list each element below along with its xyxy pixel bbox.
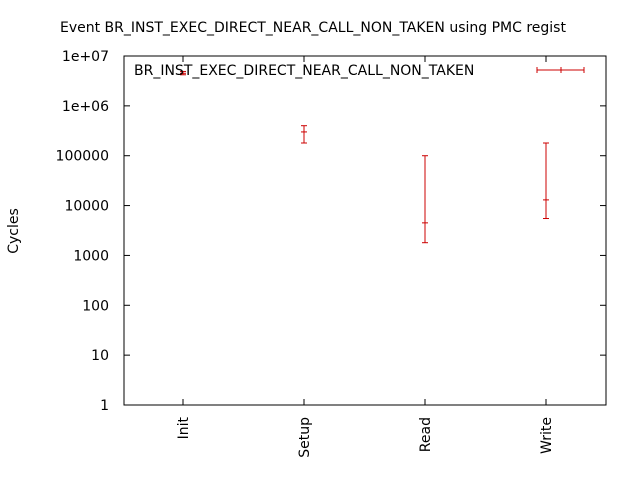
y-tick-label: 1e+07 [62,49,109,65]
y-tick-label: 10000 [64,199,109,215]
y-tick-label: 100000 [56,149,109,165]
y-tick-label: 100 [82,298,109,314]
x-axis: Init Setup Read Write [176,56,555,458]
y-axis-label: Cycles [6,208,22,254]
x-tick-label: Init [176,416,192,439]
legend-sample [536,67,585,73]
y-tick-label: 1000 [73,248,109,264]
x-tick-label: Write [539,417,555,454]
y-tick-label: 10 [91,348,109,364]
error-bar [301,125,307,144]
x-tick-label: Read [418,417,434,452]
series-layer [180,70,549,244]
y-tick-label: 1 [100,398,109,414]
y-axis: 1 10 100 1000 10000 100000 1e+06 1e+07 [56,49,606,414]
x-tick-label: Setup [297,417,313,458]
chart-title: Event BR_INST_EXEC_DIRECT_NEAR_CALL_NON_… [60,20,566,36]
legend-label: BR_INST_EXEC_DIRECT_NEAR_CALL_NON_TAKEN [134,63,474,79]
y-tick-label: 1e+06 [62,99,109,115]
error-bar [422,155,428,244]
error-bar [543,142,549,220]
legend: BR_INST_EXEC_DIRECT_NEAR_CALL_NON_TAKEN [134,63,585,79]
plot-frame [123,55,607,406]
error-bar [180,70,186,76]
